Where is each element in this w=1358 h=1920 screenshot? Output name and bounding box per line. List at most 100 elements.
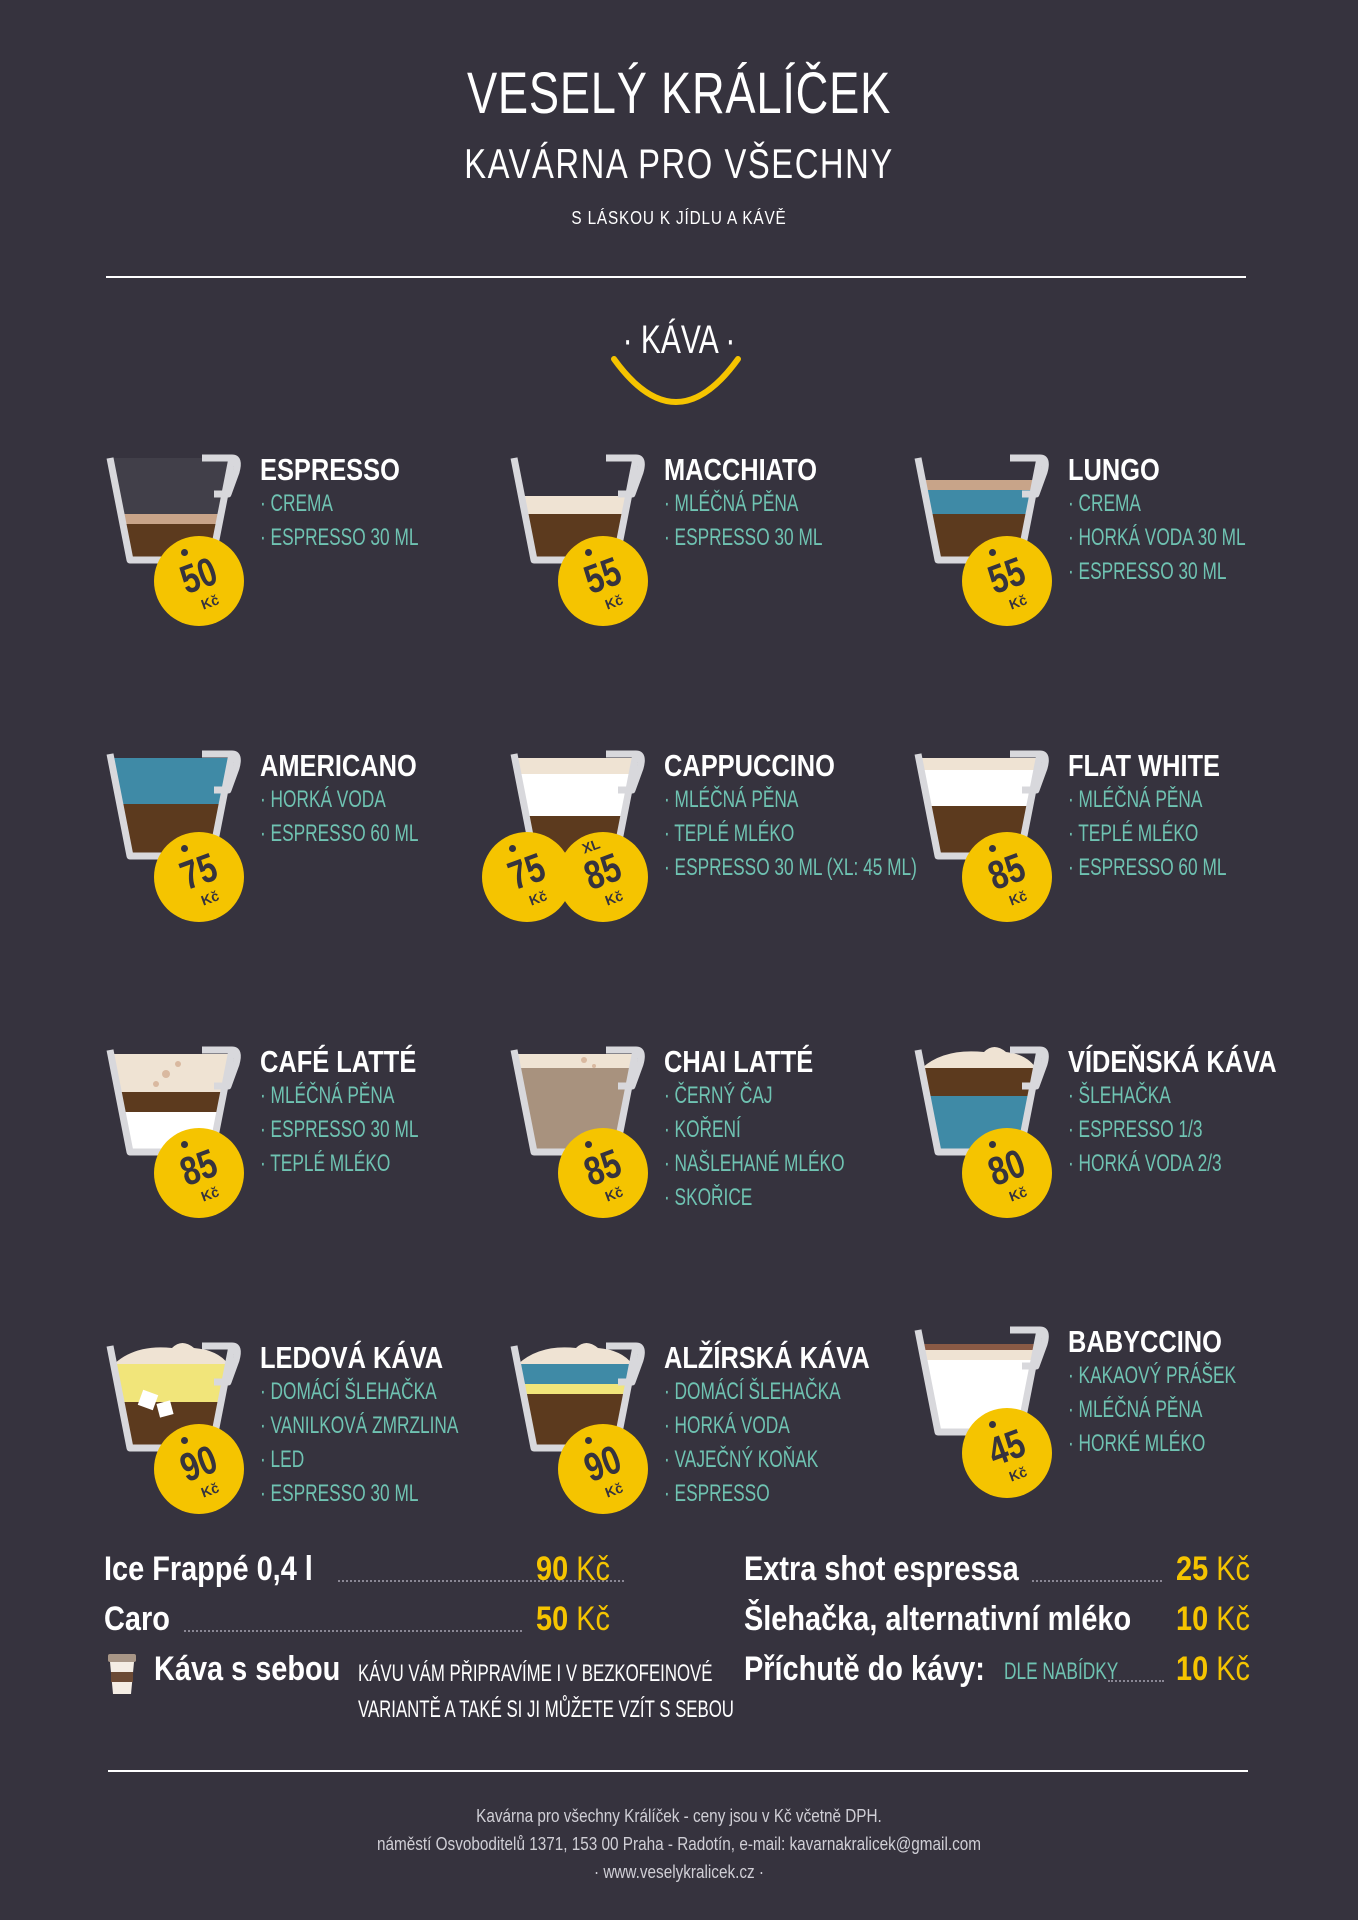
ingredient: · Kakaový prášek — [1068, 1362, 1237, 1389]
price-badge: 50 Kč — [154, 536, 244, 626]
extra-label: Příchutě do kávy: — [744, 1650, 985, 1688]
item-name: Americano — [260, 748, 417, 783]
price-badge: 55 Kč — [558, 536, 648, 626]
ingredient: · Mléčná pěna — [1068, 786, 1203, 813]
leader-dots — [1032, 1580, 1162, 1582]
extra-price: 25 Kč — [1176, 1550, 1250, 1588]
leader-dots — [338, 1580, 624, 1582]
ingredient: · Horká voda — [664, 1412, 790, 1439]
ingredient: · Espresso 30 ml — [260, 524, 419, 551]
item-name: Café Latté — [260, 1044, 417, 1079]
cafe-tagline: s láskou k jídlu a kávě — [571, 208, 787, 228]
ingredient: · Crema — [1068, 490, 1141, 517]
ingredient: · Teplé mléko — [1068, 820, 1199, 847]
item-name: Espresso — [260, 452, 400, 487]
menu-item-flat-white: 85 Kč Flat White · Mléčná pěna · Teplé ml… — [914, 748, 1314, 948]
ingredient: · Skořice — [664, 1184, 753, 1211]
ingredient: · Černý čaj — [664, 1082, 773, 1109]
item-name: Chai Latté — [664, 1044, 814, 1079]
price-badge: 45 Kč — [962, 1408, 1052, 1498]
price-badge: 75 Kč — [154, 832, 244, 922]
price-badge: 85 Kč — [558, 1128, 648, 1218]
ingredient: · Espresso 60 ml — [260, 820, 419, 847]
ingredient: · Vanilková zmrzlina — [260, 1412, 459, 1439]
item-name: Vídeňská káva — [1068, 1044, 1277, 1079]
price-badge: 55 Kč — [962, 536, 1052, 626]
item-name: Lungo — [1068, 452, 1160, 487]
price-badge: 85 Kč — [154, 1128, 244, 1218]
price-badge: 90 Kč — [558, 1424, 648, 1514]
price-badge-xl: XL 85 Kč — [558, 832, 648, 922]
leader-dots — [184, 1630, 522, 1632]
takeaway-label: Káva s sebou — [154, 1650, 341, 1688]
ingredient: · Šlehačka — [1068, 1082, 1171, 1109]
ingredient: · Led — [260, 1446, 305, 1473]
ingredient: · Espresso — [664, 1480, 770, 1507]
ingredient: · Vaječný koňak — [664, 1446, 819, 1473]
ingredient: · Espresso 60 ml — [1068, 854, 1227, 881]
extra-label: Ice Frappé 0,4 l — [104, 1550, 313, 1588]
footer-website[interactable]: · www.veselykralicek.cz · — [593, 1862, 765, 1882]
ingredient: · Espresso 30 ml — [1068, 558, 1227, 585]
menu-item-babyccino: 45 Kč Babyccino · Kakaový prášek · Mléčná… — [914, 1324, 1314, 1524]
menu-item-espresso: 50 Kč Espresso · Crema · Espresso 30 ml — [106, 452, 506, 652]
extra-item: Extra shot espressa 25 Kč — [744, 1550, 1254, 1594]
ingredient: · Domácí šlehačka — [664, 1378, 841, 1405]
takeaway-cup-icon — [108, 1654, 136, 1694]
ingredient: · Domácí šlehačka — [260, 1378, 437, 1405]
ingredient: · Horká voda 30 ml — [1068, 524, 1246, 551]
takeaway-note: Kávu vám připravíme i v bezkofeinové var… — [358, 1660, 734, 1723]
section-title: · Káva · — [622, 318, 736, 362]
ingredient: · Horké mléko — [1068, 1430, 1206, 1457]
footer-divider — [108, 1770, 1248, 1772]
ingredient: · Espresso 30 ml — [664, 524, 823, 551]
menu-item-americano: 75 Kč Americano · Horká voda · Espresso 6… — [106, 748, 506, 948]
menu-item-macchiato: 55 Kč Macchiato · Mléčná pěna · Espresso … — [510, 452, 910, 652]
extra-item: Caro 50 Kč — [104, 1600, 614, 1644]
price-badge: 85 Kč — [962, 832, 1052, 922]
extra-label: Šlehačka, alternativní mléko — [744, 1600, 1132, 1638]
extra-label: Extra shot espressa — [744, 1550, 1019, 1588]
leader-dots — [1108, 1680, 1164, 1682]
extra-label: Caro — [104, 1600, 170, 1638]
item-name: Alžírská káva — [664, 1340, 870, 1375]
extra-item: Ice Frappé 0,4 l 90 Kč — [104, 1550, 624, 1594]
item-name: Ledová káva — [260, 1340, 444, 1375]
footer-address: náměstí Osvoboditelů 1371, 153 00 Praha … — [376, 1834, 982, 1854]
menu-item-chai-latte: 85 Kč Chai Latté · Černý čaj · Koření · N… — [510, 1044, 910, 1244]
menu-item-alzirska-kava: 90 Kč Alžírská káva · Domácí šlehačka · H… — [510, 1340, 910, 1540]
extra-note: dle nabídky — [1004, 1658, 1119, 1685]
ingredient: · Teplé mléko — [260, 1150, 391, 1177]
ingredient: · Espresso 1/3 — [1068, 1116, 1203, 1143]
ingredient: · Mléčná pěna — [260, 1082, 395, 1109]
extra-price: 10 Kč — [1176, 1650, 1250, 1688]
extra-price: 90 Kč — [536, 1550, 610, 1588]
item-name: Babyccino — [1068, 1324, 1222, 1359]
price-badge: 75 Kč — [482, 832, 572, 922]
ingredient: · Koření — [664, 1116, 741, 1143]
footer-note: Kavárna pro všechny Králíček - ceny jsou… — [476, 1806, 882, 1826]
ingredient: · Mléčná pěna — [664, 490, 799, 517]
extra-price: 50 Kč — [536, 1600, 610, 1638]
smile-icon — [611, 356, 741, 405]
header-divider — [106, 276, 1246, 278]
ingredient: · Mléčná pěna — [1068, 1396, 1203, 1423]
cafe-subtitle: Kavárna pro všechny — [464, 140, 894, 187]
item-name: Flat White — [1068, 748, 1221, 783]
ingredient: · Mléčná pěna — [664, 786, 799, 813]
ingredient: · Horká voda 2/3 — [1068, 1150, 1222, 1177]
menu-item-cappuccino: 75 Kč XL 85 Kč Cappuccino · Mléčná pěna · T… — [482, 748, 917, 948]
item-name: Cappuccino — [664, 748, 835, 783]
cafe-name: Veselý Králíček — [466, 61, 892, 126]
ingredient: · Teplé mléko — [664, 820, 795, 847]
ingredient: · Horká voda — [260, 786, 386, 813]
menu-item-cafe-latte: 85 Kč Café Latté · Mléčná pěna · Espresso… — [106, 1044, 506, 1244]
menu-item-videnska-kava: 80 Kč Vídeňská káva · Šlehačka · Espresso… — [914, 1044, 1314, 1244]
ingredient: · Crema — [260, 490, 333, 517]
price-badge: 90 Kč — [154, 1424, 244, 1514]
extra-price: 10 Kč — [1176, 1600, 1250, 1638]
menu-item-lungo: 55 Kč Lungo · Crema · Horká voda 30 ml · … — [914, 452, 1314, 652]
footer: Kavárna pro všechny Králíček - ceny jsou… — [0, 1802, 1358, 1886]
ingredient: · Našlehané mléko — [664, 1150, 845, 1177]
extra-item: Šlehačka, alternativní mléko 10 Kč — [744, 1600, 1254, 1644]
